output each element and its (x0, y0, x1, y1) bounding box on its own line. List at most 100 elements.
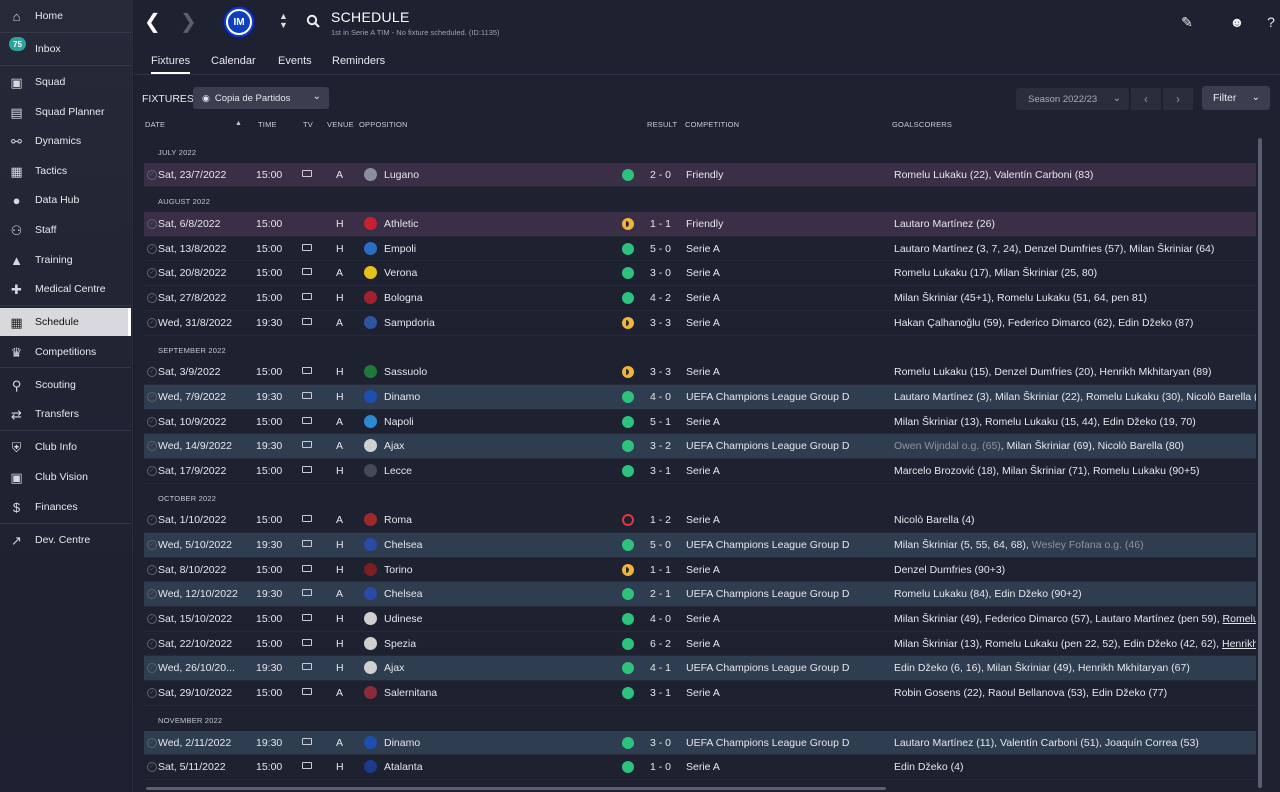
fixture-competition[interactable]: Serie A (686, 267, 720, 280)
check-icon[interactable]: ✓ (147, 317, 157, 328)
fixture-competition[interactable]: Serie A (686, 242, 720, 255)
table-row[interactable]: ✓ Sat, 1/10/2022 15:00 A Roma 1 - 2 Serie A Nic… (144, 508, 1256, 533)
fixture-competition[interactable]: Friendly (686, 218, 724, 231)
fixture-result[interactable]: 3 - 1 (650, 687, 672, 700)
fixture-competition[interactable]: Friendly (686, 168, 724, 181)
fixture-competition[interactable]: Serie A (686, 415, 720, 428)
opposition-name[interactable]: Chelsea (384, 539, 423, 551)
fixture-result[interactable]: 3 - 3 (650, 316, 672, 329)
table-row[interactable]: ✓ Sat, 15/10/2022 15:00 H Udinese 4 - 0 Serie … (144, 607, 1256, 632)
fixture-competition[interactable]: UEFA Champions League Group D (686, 736, 850, 749)
table-row[interactable]: ✓ Sat, 3/9/2022 15:00 H Sassuolo 3 - 3 Serie A… (144, 360, 1256, 385)
check-icon[interactable]: ✓ (147, 268, 157, 279)
column-header-date[interactable]: DATE (145, 120, 166, 129)
opposition-name[interactable]: Empoli (384, 242, 417, 255)
opposition-name[interactable]: Lugano (384, 168, 420, 181)
opposition-name[interactable]: Athletic (384, 218, 419, 231)
fixture-result[interactable]: 5 - 0 (650, 539, 672, 551)
season-dropdown[interactable]: Season 2022/23 ⌄ (1016, 88, 1129, 110)
fixture-competition[interactable]: Serie A (686, 613, 720, 626)
fixture-competition[interactable]: UEFA Champions League Group D (686, 588, 850, 601)
column-header-tv[interactable]: TV (303, 120, 313, 129)
table-row[interactable]: ✓ Wed, 26/10/20... 19:30 H Ajax 4 - 1 UEFA Cha… (144, 656, 1256, 682)
column-header-goalscorers[interactable]: GOALSCORERS (892, 120, 953, 129)
opposition-name[interactable]: Bologna (384, 292, 423, 305)
table-row[interactable]: ✓ Wed, 14/9/2022 19:30 A Ajax 3 - 2 UEFA Champ… (144, 434, 1256, 459)
fixture-result[interactable]: 4 - 2 (650, 292, 672, 305)
fixture-result[interactable]: 5 - 1 (650, 415, 672, 428)
fixture-competition[interactable]: Serie A (686, 464, 720, 477)
sidebar-item-dev-centre[interactable]: ↗ Dev. Centre (0, 525, 131, 555)
opposition-name[interactable]: Torino (384, 563, 413, 576)
fixture-competition[interactable]: UEFA Champions League Group D (686, 440, 850, 453)
opposition-name[interactable]: Roma (384, 514, 413, 527)
check-icon[interactable]: ✓ (147, 737, 157, 748)
opposition-name[interactable]: Sampdoria (384, 316, 435, 329)
check-icon[interactable]: ✓ (147, 441, 157, 452)
opposition-name[interactable]: Napoli (384, 415, 414, 428)
forward-arrow-icon[interactable]: ❯ (180, 11, 197, 33)
fixture-competition[interactable]: Serie A (686, 366, 720, 379)
opposition-name[interactable]: Udinese (384, 613, 423, 626)
table-row[interactable]: ✓ Sat, 27/8/2022 15:00 H Bologna 4 - 2 Serie A… (144, 286, 1256, 311)
sidebar-item-staff[interactable]: ⚇ Staff (0, 215, 131, 245)
column-header-result[interactable]: RESULT (647, 120, 678, 129)
sidebar-item-transfers[interactable]: ⇄ Transfers (0, 399, 131, 429)
sidebar-item-scouting[interactable]: ⚲ Scouting (0, 370, 131, 400)
sidebar-item-inbox[interactable]: 75 Inbox (0, 34, 131, 64)
check-icon[interactable]: ✓ (147, 293, 157, 304)
check-icon[interactable]: ✓ (147, 638, 157, 649)
sidebar-item-home[interactable]: ⌂ Home (0, 1, 131, 31)
table-row[interactable]: ✓ Wed, 12/10/2022 19:30 A Chelsea 2 - 1 UEFA C… (144, 582, 1256, 608)
check-icon[interactable]: ✓ (147, 465, 157, 476)
fixture-competition[interactable]: UEFA Champions League Group D (686, 539, 850, 551)
check-icon[interactable]: ✓ (147, 219, 157, 230)
tab-calendar[interactable]: Calendar (211, 55, 256, 67)
fixture-result[interactable]: 3 - 2 (650, 440, 672, 453)
check-icon[interactable]: ✓ (147, 663, 157, 674)
sidebar-item-data-hub[interactable]: ● Data Hub (0, 185, 131, 215)
fixture-result[interactable]: 1 - 0 (650, 761, 672, 774)
tab-events[interactable]: Events (278, 55, 312, 67)
fixture-competition[interactable]: Serie A (686, 761, 720, 774)
check-icon[interactable]: ✓ (147, 391, 157, 402)
view-dropdown[interactable]: ◉ Copia de Partidos ⌄ (193, 87, 329, 109)
column-header-time[interactable]: TIME (258, 120, 277, 129)
check-icon[interactable]: ✓ (147, 688, 157, 699)
fixture-result[interactable]: 1 - 2 (650, 514, 672, 527)
check-icon[interactable]: ✓ (147, 169, 157, 180)
sidebar-item-finances[interactable]: $ Finances (0, 492, 131, 522)
next-season-button[interactable]: › (1163, 88, 1193, 110)
goalscorer-link[interactable]: Romelu (1222, 613, 1256, 626)
horizontal-scrollbar[interactable] (146, 787, 886, 790)
check-icon[interactable]: ✓ (147, 416, 157, 427)
opposition-name[interactable]: Dinamo (384, 736, 421, 749)
fixture-result[interactable]: 5 - 0 (650, 242, 672, 255)
fixture-result[interactable]: 3 - 3 (650, 366, 672, 379)
sidebar-item-medical-centre[interactable]: ✚ Medical Centre (0, 274, 131, 304)
sidebar-item-squad[interactable]: ▣ Squad (0, 67, 131, 97)
sidebar-item-tactics[interactable]: ▦ Tactics (0, 156, 131, 186)
sidebar-item-dynamics[interactable]: ⚯ Dynamics (0, 126, 131, 156)
column-header-competition[interactable]: COMPETITION (685, 120, 740, 129)
fixture-result[interactable]: 6 - 2 (650, 637, 672, 650)
opposition-name[interactable]: Sassuolo (384, 366, 428, 379)
table-row[interactable]: ✓ Wed, 7/9/2022 19:30 H Dinamo 4 - 0 UEFA Cham… (144, 384, 1256, 410)
fixture-competition[interactable]: Serie A (686, 687, 720, 700)
up-down-icon[interactable]: ▲ ▼ (279, 11, 288, 30)
table-row[interactable]: ✓ Sat, 6/8/2022 15:00 H Athletic 1 - 1 Friendl… (144, 212, 1256, 237)
sidebar-item-club-vision[interactable]: ▣ Club Vision (0, 462, 131, 492)
fixture-competition[interactable]: Serie A (686, 316, 720, 329)
fixture-competition[interactable]: Serie A (686, 292, 720, 305)
tab-fixtures[interactable]: Fixtures (151, 48, 191, 74)
fixture-result[interactable]: 1 - 1 (650, 563, 672, 576)
table-row[interactable]: ✓ Sat, 29/10/2022 15:00 A Salernitana 3 - 1 Se… (144, 681, 1256, 706)
fixture-result[interactable]: 2 - 0 (650, 168, 672, 181)
sidebar-item-schedule[interactable]: ▦ Schedule (0, 308, 131, 336)
sidebar-item-squad-planner[interactable]: ▤ Squad Planner (0, 97, 131, 127)
goalscorer-link[interactable]: Henrikh M (1222, 637, 1256, 650)
opposition-name[interactable]: Verona (384, 267, 418, 280)
previous-season-button[interactable]: ‹ (1131, 88, 1161, 110)
filter-button[interactable]: Filter ⌄ (1202, 86, 1270, 110)
opposition-name[interactable]: Chelsea (384, 588, 423, 601)
